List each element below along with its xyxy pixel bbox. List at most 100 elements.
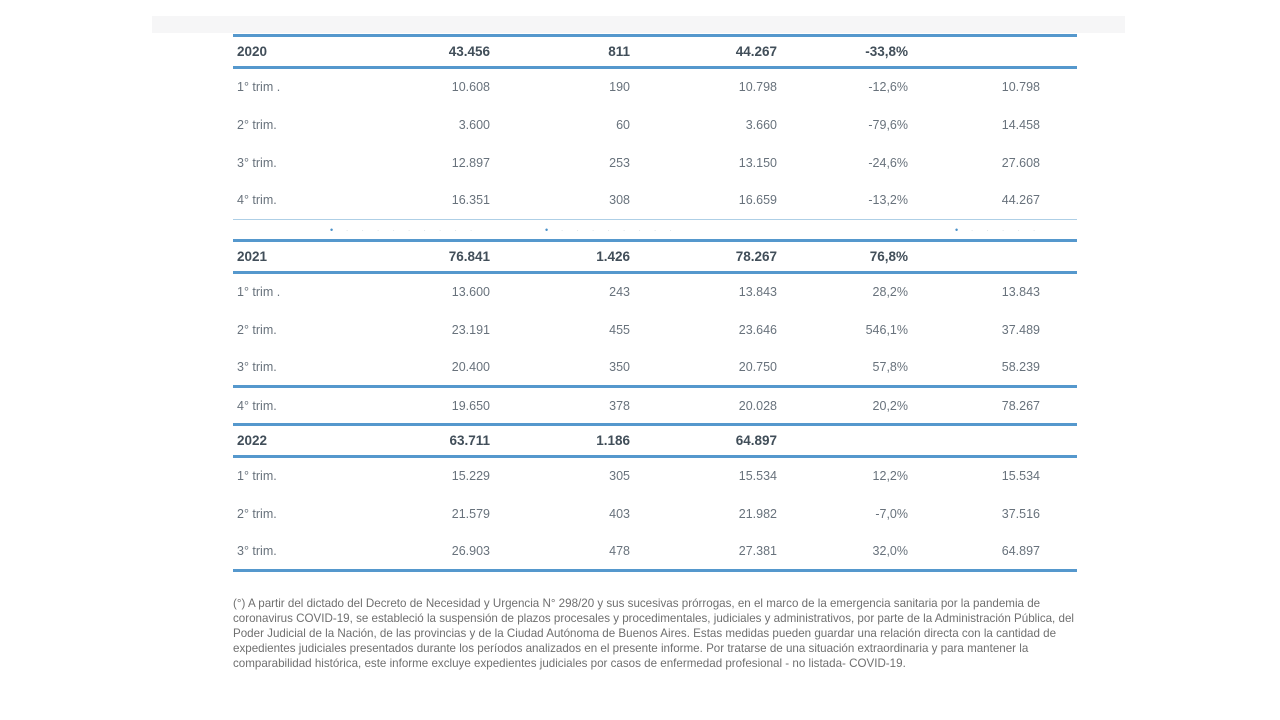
cell: 58.239	[1001, 359, 1040, 374]
cell: -79,6%	[868, 117, 908, 132]
cell: 27.381	[630, 532, 777, 572]
cell: 15.229	[451, 469, 490, 484]
quarterly-statistics-table: 2020 43.456 811 44.267 -33,8% 1° trim . 10.608…	[233, 34, 1077, 572]
cell: 12.897	[451, 155, 490, 170]
cell: 60	[616, 117, 630, 132]
cell: -33,8%	[777, 34, 908, 69]
data-table: 2020 43.456 811 44.267 -33,8% 1° trim . 10.608…	[233, 34, 1077, 572]
cell: 811	[490, 34, 630, 69]
cell: 57,8%	[872, 359, 908, 374]
cell: 350	[609, 359, 630, 374]
cell: 3.660	[745, 117, 777, 132]
cell: -13,2%	[868, 193, 908, 208]
quarter-row: 2° trim. 23.191 455 23.646 546,1% 37.489	[233, 311, 1077, 349]
cell: 455	[609, 322, 630, 337]
cell	[908, 34, 1077, 69]
cell: 1.186	[490, 424, 630, 458]
quarter-row: 1° trim . 10.608 190 10.798 -12,6% 10.798	[233, 68, 1077, 106]
cell: 10.798	[738, 80, 777, 95]
cell: 403	[609, 506, 630, 521]
redacted-dot: •	[545, 224, 554, 235]
cell: 64.897	[630, 424, 777, 458]
cell: 13.150	[738, 155, 777, 170]
cell: 15.534	[1001, 469, 1040, 484]
row-label: 1° trim.	[237, 469, 277, 484]
cell: -7,0%	[875, 506, 908, 521]
quarter-row: 2° trim. 3.600 60 3.660 -79,6% 14.458	[233, 106, 1077, 144]
cell: 26.903	[348, 532, 490, 572]
cell: -24,6%	[868, 155, 908, 170]
cell: 20.750	[738, 359, 777, 374]
row-label: 3° trim.	[237, 359, 277, 374]
cell: 44.267	[630, 34, 777, 69]
cell: 3.600	[458, 117, 490, 132]
row-label: 2° trim.	[237, 117, 277, 132]
cell: 13.600	[451, 285, 490, 300]
cell: 378	[490, 385, 630, 426]
cell: 10.798	[1001, 80, 1040, 95]
row-label: 1° trim .	[237, 285, 281, 300]
cell: 16.351	[451, 193, 490, 208]
redacted-dashes: · · · · · · · ·	[560, 224, 678, 235]
cell: 305	[609, 469, 630, 484]
cell: 19.650	[348, 385, 490, 426]
cell: 20,2%	[777, 385, 908, 426]
quarter-row: 2° trim. 21.579 403 21.982 -7,0% 37.516	[233, 495, 1077, 533]
cell: 253	[609, 155, 630, 170]
cell: 21.982	[738, 506, 777, 521]
redacted-fragment: • · · · · ·	[955, 225, 1041, 235]
cell: 20.400	[451, 359, 490, 374]
row-label: 3° trim.	[237, 155, 277, 170]
cell: 63.711	[348, 424, 490, 458]
cell: 1.426	[490, 239, 630, 274]
year-row-2022: 2022 63.711 1.186 64.897	[233, 424, 1077, 458]
cell: 27.608	[1001, 155, 1040, 170]
faded-row-cell: • · · · · · · · · · • · · · · · · · · • · …	[233, 219, 1077, 241]
cell: 28,2%	[872, 285, 908, 300]
cell: 13.843	[1001, 285, 1040, 300]
quarter-row: 4° trim. 19.650 378 20.028 20,2% 78.267	[233, 385, 1077, 426]
year-row-2020: 2020 43.456 811 44.267 -33,8%	[233, 34, 1077, 69]
row-label: 2° trim.	[237, 322, 277, 337]
quarter-row: 3° trim. 26.903 478 27.381 32,0% 64.897	[233, 532, 1077, 572]
cell: 546,1%	[865, 322, 908, 337]
cell: 23.191	[451, 322, 490, 337]
quarter-row: 3° trim. 12.897 253 13.150 -24,6% 27.608	[233, 144, 1077, 182]
cell: 16.659	[738, 193, 777, 208]
cell	[908, 239, 1077, 274]
year-row-2021: 2021 76.841 1.426 78.267 76,8%	[233, 239, 1077, 274]
cell: 243	[609, 285, 630, 300]
redacted-dashes: · · · · ·	[970, 224, 1041, 235]
cell: 43.456	[348, 34, 490, 69]
cell: 12,2%	[872, 469, 908, 484]
cell: 37.516	[1001, 506, 1040, 521]
cell: 76.841	[348, 239, 490, 274]
cell: 23.646	[738, 322, 777, 337]
cell: 15.534	[738, 469, 777, 484]
redacted-dashes: · · · · · · · · ·	[345, 224, 478, 235]
cell: 308	[609, 193, 630, 208]
quarter-row: 1° trim . 13.600 243 13.843 28,2% 13.843	[233, 273, 1077, 311]
cell: 78.267	[908, 385, 1077, 426]
cell: 44.267	[1001, 193, 1040, 208]
cell: 13.843	[738, 285, 777, 300]
row-label: 2° trim.	[237, 506, 277, 521]
cell: 21.579	[451, 506, 490, 521]
cell: 478	[490, 532, 630, 572]
row-label: 4° trim.	[233, 385, 348, 426]
redacted-dot: •	[955, 224, 964, 235]
footnote-text: (°) A partir del dictado del Decreto de …	[233, 597, 1074, 671]
row-label: 1° trim .	[237, 80, 281, 95]
row-label: 2022	[233, 424, 348, 458]
redacted-dot: •	[330, 224, 339, 235]
cell: 32,0%	[777, 532, 908, 572]
cell: 190	[609, 80, 630, 95]
quarter-row: 4° trim. 16.351 308 16.659 -13,2% 44.267	[233, 182, 1077, 220]
cell	[777, 424, 908, 458]
cell: 20.028	[630, 385, 777, 426]
cell: 76,8%	[777, 239, 908, 274]
cell: -12,6%	[868, 80, 908, 95]
top-shaded-strip	[152, 16, 1125, 33]
cell: 64.897	[908, 532, 1077, 572]
